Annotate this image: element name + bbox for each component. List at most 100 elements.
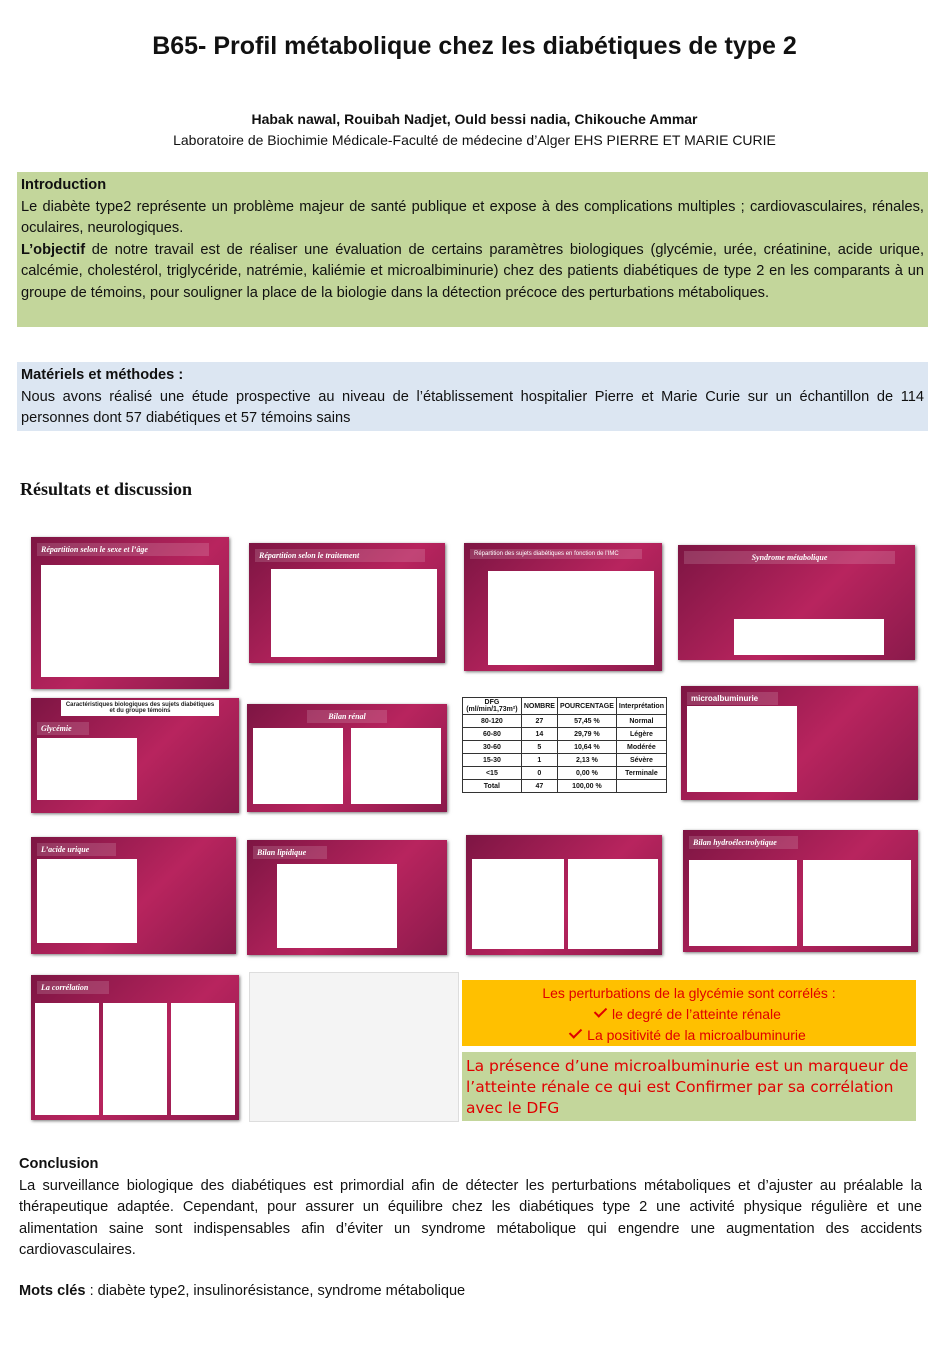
cell: 0,00 %: [556, 766, 617, 780]
slide-title: Bilan rénal: [307, 710, 387, 723]
cell: Modérée: [615, 740, 668, 754]
methods: Matériels et méthodes : Nous avons réali…: [17, 362, 928, 431]
correlation-charts: [249, 972, 459, 1122]
cell: 27: [520, 714, 558, 728]
chart-image: [277, 864, 397, 948]
text: Nous avons réalisé une étude prospective…: [21, 388, 924, 427]
cell: [615, 779, 668, 793]
cell: 5: [520, 740, 558, 754]
heading: Conclusion: [19, 1156, 99, 1172]
slide: Syndrome métabolique: [678, 545, 915, 660]
cell: 47: [520, 779, 558, 793]
finding-box: La présence d’une microalbuminurie est u…: [462, 1052, 916, 1121]
cell: 10,64 %: [556, 740, 617, 754]
dfg-table: DFG (ml/min/1,73m²) NOMBRE POURCENTAGE Inte…: [462, 697, 668, 793]
affiliation: Laboratoire de Biochimie Médicale-Facult…: [173, 132, 776, 148]
cell: 14: [520, 727, 558, 741]
slide-title: Bilan hydroélectrolytique: [689, 836, 798, 849]
item: le degré de l’atteinte rénale: [462, 1004, 916, 1025]
chart-image: [687, 706, 797, 792]
heading: Introduction: [21, 177, 107, 193]
slide: microalbuminurie: [681, 686, 918, 800]
chart-image: [171, 1003, 235, 1115]
table-body: DFG (ml/min/1,73m²) NOMBRE POURCENTAGE Inte…: [462, 697, 668, 793]
cell: Terminale: [615, 766, 668, 780]
slide-title: Caractéristiques biologiques des sujets …: [61, 700, 219, 716]
slide: Répartition selon le traitement: [249, 543, 445, 663]
cell: Sévère: [615, 753, 668, 767]
slide-title: Syndrome métabolique: [684, 551, 895, 564]
cell: 1: [520, 753, 558, 767]
row: 30-60 5 10,64 % Modérée: [462, 740, 668, 754]
text: de notre travail est de réaliser une éva…: [21, 241, 924, 301]
chart-image: [35, 1003, 99, 1115]
cell: 15-30: [462, 753, 522, 767]
cell: Total: [462, 779, 522, 793]
cell: 29,79 %: [556, 727, 617, 741]
header-cell: DFG (ml/min/1,73m²): [462, 697, 522, 715]
cell: Légère: [615, 727, 668, 741]
slide-title: L’acide urique: [37, 843, 116, 856]
slide: Caractéristiques biologiques des sujets …: [31, 698, 239, 813]
table-image: [734, 619, 884, 655]
slide: L’acide urique: [31, 837, 236, 954]
chart-image: [41, 565, 219, 677]
slide: Bilan lipidique: [247, 840, 447, 955]
chart-image: [803, 860, 911, 946]
cell: 0: [520, 766, 558, 780]
authors: Habak nawal, Rouibah Nadjet, Ould bessi …: [251, 111, 698, 127]
slide: Bilan hydroélectrolytique: [683, 830, 918, 952]
row: 60-80 14 29,79 % Légère: [462, 727, 668, 741]
slide-subtitle: Glycémie: [37, 722, 89, 735]
paragraph: Le diabète type2 représente un problème …: [21, 198, 924, 237]
slide-title: microalbuminurie: [687, 692, 778, 705]
chart-image: [351, 728, 441, 804]
finding-box: Les perturbations de la glycémie sont co…: [462, 980, 916, 1046]
title: B65- Profil métabolique chez les diabéti…: [152, 32, 797, 60]
slide-title: La corrélation: [37, 981, 109, 994]
label: L’objectif: [21, 241, 86, 258]
slide: Répartition des sujets diabétiques en fo…: [464, 543, 662, 671]
slide: Répartition selon le sexe et l’âge: [31, 537, 229, 689]
chart-image: [37, 738, 137, 800]
cell: 57,45 %: [556, 714, 617, 728]
header-cell: Interprétation: [615, 697, 668, 715]
chart-image: [568, 859, 658, 949]
row: Total 47 100,00 %: [462, 779, 668, 793]
chart-image: [271, 569, 437, 657]
chart-image: [488, 571, 654, 665]
chart-image: [253, 728, 343, 804]
chart-image: [689, 860, 797, 946]
cell: 100,00 %: [556, 779, 617, 793]
cell: 60-80: [462, 727, 522, 741]
cell: 30-60: [462, 740, 522, 754]
chart-image: [472, 859, 564, 949]
heading: Matériels et méthodes :: [21, 367, 184, 383]
introduction: Introduction Le diabète type2 représente…: [17, 172, 928, 327]
slide: La corrélation: [31, 975, 239, 1120]
slide-title: Répartition selon le traitement: [255, 549, 425, 562]
text: La surveillance biologique des diabétiqu…: [19, 1177, 922, 1259]
header-row: DFG (ml/min/1,73m²) NOMBRE POURCENTAGE Inte…: [462, 697, 668, 715]
cell: <15: [462, 766, 522, 780]
slide-title: Répartition selon le sexe et l’âge: [37, 543, 209, 556]
list: le degré de l’atteinte rénale La positivi…: [462, 1004, 916, 1046]
text: : diabète type2, insulinorésistance, syn…: [85, 1283, 466, 1299]
row: <15 0 0,00 % Terminale: [462, 766, 668, 780]
paragraph: L’objectif de notre travail est de réali…: [21, 240, 924, 305]
chart-image: [37, 859, 137, 943]
heading: Les perturbations de la glycémie sont co…: [542, 985, 836, 1001]
conclusion: Conclusion La surveillance biologique de…: [19, 1154, 922, 1262]
cell: Normal: [615, 714, 668, 728]
header-cell: POURCENTAGE: [556, 697, 617, 715]
label: Mots clés: [19, 1283, 86, 1299]
slide: [466, 835, 662, 955]
item: La positivité de la microalbuminurie: [462, 1025, 916, 1046]
slide-title: Répartition des sujets diabétiques en fo…: [470, 549, 642, 559]
cell: 2,13 %: [556, 753, 617, 767]
row: 15-30 1 2,13 % Sévère: [462, 753, 668, 767]
cell: 80-120: [462, 714, 522, 728]
results-heading: Résultats et discussion: [20, 479, 193, 499]
keywords: Mots clés : diabète type2, insulinorésis…: [19, 1283, 465, 1299]
